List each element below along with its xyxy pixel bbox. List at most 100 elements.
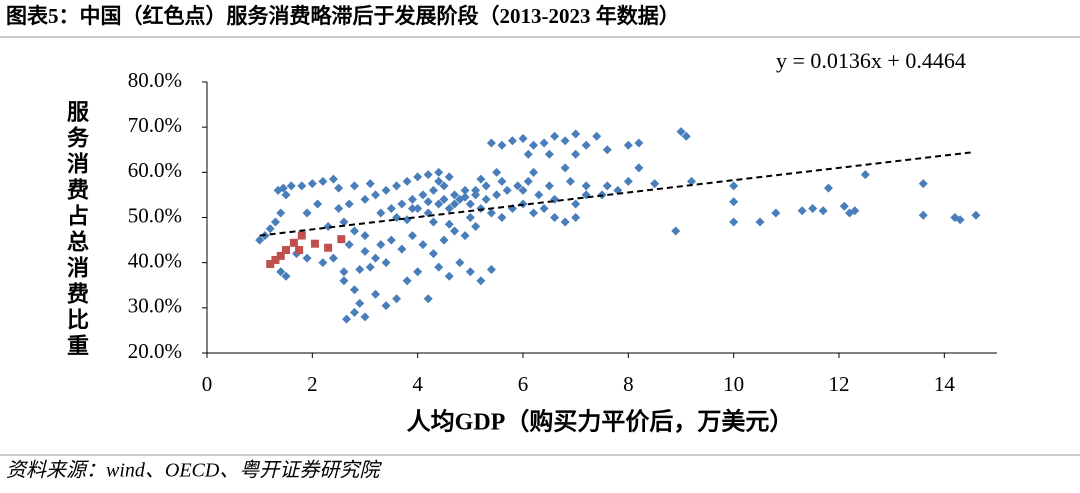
point	[671, 226, 681, 236]
point	[529, 140, 539, 150]
point	[355, 264, 365, 274]
point	[486, 264, 496, 274]
point	[634, 138, 644, 148]
point	[386, 235, 396, 245]
point	[565, 176, 575, 186]
point	[839, 201, 849, 211]
chart-title: 图表5：中国（红色点）服务消费略滞后于发展阶段（2013-2023 年数据）	[6, 4, 680, 28]
point	[407, 194, 417, 204]
point	[434, 199, 444, 209]
point	[481, 194, 491, 204]
point	[278, 183, 288, 193]
point	[307, 179, 317, 189]
point	[328, 253, 338, 263]
point	[289, 238, 298, 247]
point	[550, 194, 560, 204]
x-tick-label: 10	[723, 372, 744, 396]
point	[492, 167, 502, 177]
point	[497, 140, 507, 150]
point	[397, 199, 407, 209]
point	[918, 179, 928, 189]
point	[507, 136, 517, 146]
point	[381, 258, 391, 268]
point	[413, 267, 423, 277]
point	[282, 246, 290, 255]
point	[502, 185, 512, 195]
trend-equation: y = 0.0136x + 0.4464	[776, 48, 966, 73]
point	[676, 127, 686, 137]
point	[402, 176, 412, 186]
point	[955, 215, 965, 225]
point	[797, 206, 807, 216]
point	[302, 208, 312, 218]
point	[460, 185, 470, 195]
point	[486, 208, 496, 218]
point	[476, 174, 486, 184]
point	[550, 131, 560, 141]
point	[342, 314, 352, 324]
point	[381, 301, 391, 311]
point	[634, 163, 644, 173]
point	[371, 190, 381, 200]
point	[344, 240, 354, 250]
point	[276, 251, 285, 260]
point	[349, 307, 359, 317]
point	[771, 208, 781, 218]
point	[460, 192, 470, 202]
point	[971, 210, 981, 220]
point	[497, 176, 507, 186]
point	[623, 176, 633, 186]
point	[592, 131, 602, 141]
y-tick-label: 50.0%	[128, 203, 182, 227]
point	[381, 185, 391, 195]
point	[344, 199, 354, 209]
point	[581, 181, 591, 191]
point	[523, 176, 533, 186]
point	[687, 176, 697, 186]
point	[297, 181, 307, 191]
point	[423, 197, 433, 207]
point	[471, 190, 481, 200]
point	[539, 138, 549, 148]
point	[539, 203, 549, 213]
point	[529, 167, 539, 177]
point	[407, 203, 417, 213]
point	[376, 208, 386, 218]
x-tick-label: 2	[307, 372, 318, 396]
point	[918, 210, 928, 220]
y-tick-label: 20.0%	[128, 339, 182, 363]
point	[371, 289, 381, 299]
point	[450, 190, 460, 200]
point	[255, 235, 265, 245]
point	[402, 276, 412, 286]
point	[271, 255, 280, 264]
point	[339, 276, 349, 286]
point	[397, 244, 407, 254]
point	[581, 140, 591, 150]
point	[650, 179, 660, 189]
point	[471, 222, 481, 232]
point	[460, 231, 470, 241]
point	[444, 219, 454, 229]
point	[439, 194, 449, 204]
point	[324, 243, 333, 252]
point	[439, 181, 449, 191]
point	[439, 235, 449, 245]
point	[444, 172, 454, 182]
point	[423, 170, 433, 180]
point	[571, 199, 581, 209]
point	[808, 203, 818, 213]
point	[334, 203, 344, 213]
point	[418, 190, 428, 200]
point	[337, 235, 346, 244]
point	[476, 276, 486, 286]
source-note: 资料来源：wind、OECD、粤开证券研究院	[6, 460, 382, 482]
point	[302, 253, 312, 263]
point	[486, 138, 496, 148]
point	[550, 213, 560, 222]
point	[571, 129, 581, 139]
point	[434, 167, 444, 177]
point	[281, 190, 291, 200]
point	[602, 181, 612, 191]
